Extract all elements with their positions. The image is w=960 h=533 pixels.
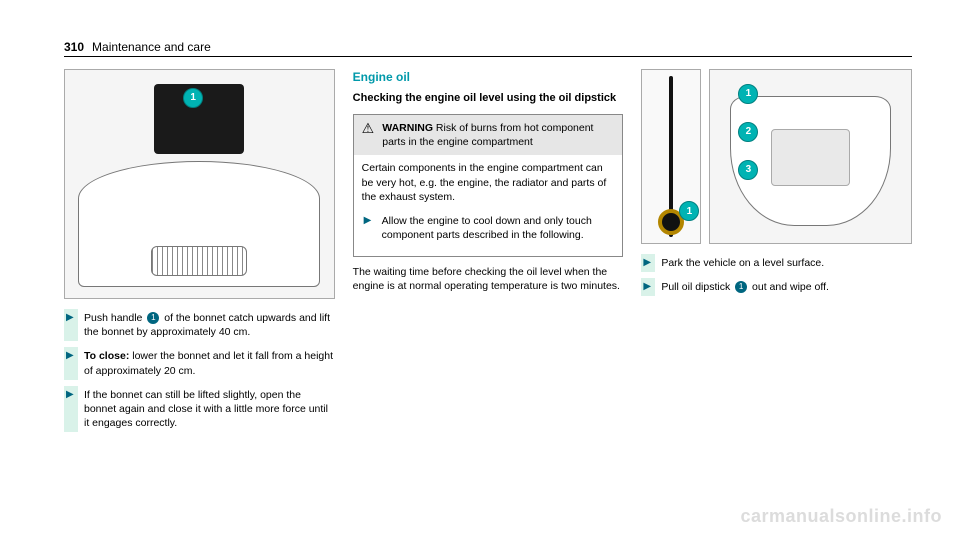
bonnet-illustration: 1: [64, 69, 335, 299]
warning-header: ⚠ WARNING Risk of burns from hot compone…: [354, 115, 623, 155]
engine-bay-illustration: 1 2 3: [709, 69, 912, 244]
dipstick-steps: ▶ Park the vehicle on a level surface. ▶…: [641, 254, 912, 296]
page-number: 310: [64, 40, 84, 54]
page-title: Maintenance and care: [92, 40, 211, 54]
step-item: ▶ Push handle 1 of the bonnet catch upwa…: [64, 309, 335, 341]
ref-circle-1: 1: [147, 312, 159, 324]
subsection-title: Checking the engine oil level using the …: [353, 91, 624, 106]
oil-wait-paragraph: The waiting time before checking the oil…: [353, 265, 624, 293]
warning-head-text: WARNING Risk of burns from hot component…: [382, 121, 614, 149]
step-bullet-icon: ▶: [362, 214, 376, 242]
callout-dip-1: 1: [679, 201, 699, 221]
step-item: ▶ If the bonnet can still be lifted slig…: [64, 386, 335, 433]
page-header: 310 Maintenance and care: [64, 40, 912, 57]
bonnet-steps: ▶ Push handle 1 of the bonnet catch upwa…: [64, 309, 335, 432]
engine-bay-graphic: [730, 96, 891, 226]
step-bullet-icon: ▶: [641, 256, 655, 270]
grille-graphic: [151, 246, 247, 276]
step-item: ▶ Park the vehicle on a level surface.: [641, 254, 912, 272]
dipstick-illustration: 1: [641, 69, 701, 244]
step-item: ▶ Allow the engine to cool down and only…: [362, 212, 615, 244]
engine-graphic: [771, 129, 850, 187]
warning-box: ⚠ WARNING Risk of burns from hot compone…: [353, 114, 624, 257]
step-text: Allow the engine to cool down and only t…: [382, 214, 615, 242]
step-item: ▶ Pull oil dipstick 1 out and wipe off.: [641, 278, 912, 296]
warning-steps: ▶ Allow the engine to cool down and only…: [362, 212, 615, 244]
ref-circle-1: 1: [735, 281, 747, 293]
step-bullet-icon: ▶: [64, 349, 78, 377]
warning-label: WARNING: [382, 122, 433, 134]
column-2: Engine oil Checking the engine oil level…: [353, 69, 624, 438]
watermark: carmanualsonline.info: [740, 506, 942, 527]
warning-paragraph: Certain components in the engine compart…: [362, 161, 615, 204]
step-item: ▶ To close: lower the bonnet and let it …: [64, 347, 335, 379]
step-text: If the bonnet can still be lifted slight…: [84, 388, 335, 431]
bonnet-hood-graphic: [78, 161, 320, 286]
step-text: Park the vehicle on a level surface.: [661, 256, 912, 270]
warning-body: Certain components in the engine compart…: [354, 155, 623, 256]
column-1: 1 ▶ Push handle 1 of the bonnet catch up…: [64, 69, 335, 438]
step-text: Pull oil dipstick 1 out and wipe off.: [661, 280, 912, 294]
step-bullet-icon: ▶: [64, 311, 78, 339]
warning-icon: ⚠: [362, 121, 375, 135]
step-text: To close: lower the bonnet and let it fa…: [84, 349, 335, 377]
step-bullet-icon: ▶: [641, 280, 655, 294]
step-bullet-icon: ▶: [64, 388, 78, 431]
step-text: Push handle 1 of the bonnet catch upward…: [84, 311, 335, 339]
section-title: Engine oil: [353, 69, 624, 85]
column-3: 1 1 2 3 ▶ Park the vehicle on a level su…: [641, 69, 912, 438]
